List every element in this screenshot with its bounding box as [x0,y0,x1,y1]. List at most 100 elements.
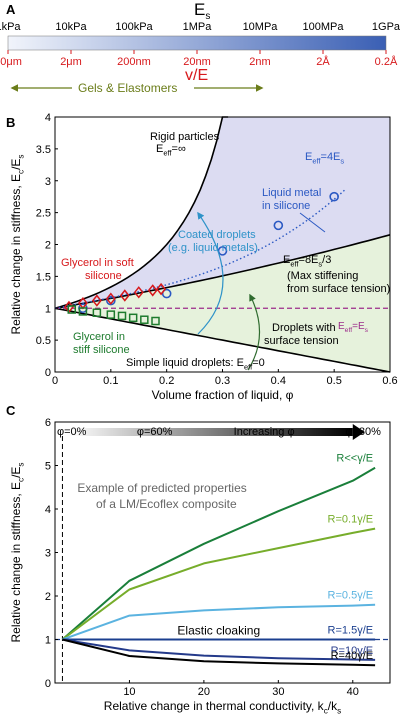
rigid-eq-label-part-0: E [156,143,163,155]
glycerol-stiff-data-point [92,308,102,317]
series-label-4: R=10γ/E [331,645,374,657]
coated-label-line2: (e.g. liquid metals) [168,242,258,254]
b-x-tick-label: 0.3 [215,375,230,387]
a-bottom-tick-label: 2nm [249,56,270,68]
glycerol-stiff-data-point [67,305,76,314]
series-line-5 [62,638,376,667]
drops-arrow [247,293,261,371]
gels-label-bg [72,80,194,95]
glycerol-soft-data-point [156,282,167,296]
eff-es-label-part-1: eff [345,327,353,334]
series-line-2 [62,603,376,641]
series-label-0: R<<γ/E [336,453,373,465]
drops-label-line2: surface tension [264,335,339,347]
eff-83-label-part-4: /3 [322,254,331,266]
b-y-tick-label: 0 [45,367,51,379]
c-x-tick-label: 10 [123,686,135,698]
panel-letter-a: A [6,2,16,17]
c-y-axis-label-part-1: c [17,478,26,482]
eff-83-label-part-0: E [283,254,290,266]
rigid-eq-label-part-2: =∞ [172,143,186,155]
stiff-label-line2: stiff silicone [73,344,130,356]
c-x-tick-label: 20 [198,686,210,698]
b-x-tick-label: 0.4 [271,375,286,387]
rigid-particles-label: Rigid particles [150,131,220,143]
phi-60-label: φ=60% [137,426,173,438]
panel-letter-b: B [6,115,15,130]
series-label-2: R=0.5γ/E [328,590,374,602]
simple-droplets-label-part-1: eff [244,362,253,371]
c-x-tick-label: 30 [272,686,284,698]
b-y-tick-label: 2 [45,240,51,252]
a-tick-marks [7,50,387,54]
eff-4es-label-part-0: E [305,151,312,163]
c-x-axis-label-part-3: s [337,707,341,715]
lm-label-line2: in silicone [262,200,310,212]
b-y-axis-label-part-2: /E [9,159,23,170]
increasing-phi-bar [68,428,353,436]
stiff-label-line1: Glycerol in [73,331,125,343]
a-top-tick-labels: 1kPa 10kPa 100kPa 1MPa 10MPa 100MPa 1GPa [0,21,400,33]
lm-data-point [273,220,284,231]
soft-label-line1: Glycerol in soft [61,257,134,269]
eff-83-label-part-1: eff [290,259,299,268]
c-y-axis-label-part-0: Relative change in stiffness, E [9,482,23,643]
glycerol-stiff-data-point [117,311,127,321]
a-bottom-tick-label: 0.2Å [375,55,398,68]
b-y-tick-label: 2.5 [36,208,51,220]
a-bottom-tick-label: 2μm [60,56,82,68]
a-bottom-tick-label: 2Å [316,55,330,68]
b-x-axis-label: Volume fraction of liquid, φ [152,388,294,402]
a-top-tick-label: 10MPa [243,21,279,33]
a-top-tick-label: 100kPa [115,21,153,33]
elastic-cloaking-label: Elastic cloaking [177,624,260,638]
panel-c: C φ=0% φ=60% Increasing φ φ=80% Example of p… [6,403,391,715]
c-y-axis-label-part-2: /E [9,467,23,478]
surface-tension-region [55,234,390,372]
b-y-tick-label: 1.5 [36,271,51,283]
lm-data-point [329,191,339,202]
b-x-tick-label: 0.5 [327,375,342,387]
eff-4es-label-part-3: s [340,156,344,165]
b-x-tick-label: 0.2 [159,375,174,387]
eff-4es-label-part-1: eff [312,156,321,165]
increasing-phi-label: Increasing φ [234,426,295,438]
eff-es-label: Eeff=Es [338,321,369,334]
c-x-axis-label: Relative change in thermal conductivity,… [104,699,341,715]
a-top-tick-label: 1kPa [0,21,21,33]
glycerol-stiff-data-point [128,313,138,323]
phi-0-label: φ=0% [57,426,87,438]
b-y-axis-label-part-0: Relative change in stiffness, E [9,174,23,335]
c-x-axis-label-part-0: Relative change in thermal conductivity,… [104,699,325,713]
panel-letter-c: C [6,403,16,418]
max-label-line1: (Max stiffening [287,270,358,282]
glycerol-soft-data-point [119,289,130,302]
lm-label-line1: Liquid metal [262,187,321,199]
series-label-3: R=1.5γ/E [328,625,374,637]
b-y-tick-label: 3 [45,176,51,188]
series-line-1 [61,527,376,641]
b-x-tick-label: 0 [52,375,58,387]
b-y-tick-label: 0.5 [36,335,51,347]
b-x-tick-label: 0.1 [103,375,118,387]
max-label-line2: from surface tension) [287,283,390,295]
a-top-tick-label: 1MPa [183,21,213,33]
c-y-axis-label-part-3: s [17,462,26,466]
c-y-tick-label: 5 [45,461,51,473]
eff-4es-label-part-2: =4E [321,151,341,163]
glycerol-stiff-data-point [140,315,149,324]
c-x-tick-label: 40 [347,686,359,698]
c-x-axis-label-part-2: /k [328,699,338,713]
eff-es-label-part-3: s [365,327,369,334]
b-y-axis-label-part-1: c [17,170,26,174]
eff-83-label-part-2: =8E [299,254,319,266]
coated-droplets-region [55,117,390,309]
series-label-5: R=40γ/E [331,650,374,662]
a-bottom-tick-label: 20μm [0,56,22,68]
glycerol-soft-data-point [147,284,158,297]
stiffness-gradient-bar [7,35,387,51]
coated-label-line1: Coated droplets [178,229,256,241]
c-y-axis-label: Relative change in stiffness, Ec/Es [9,462,26,642]
b-y-axis-label: Relative change in stiffness, Ec/Es [9,154,26,334]
